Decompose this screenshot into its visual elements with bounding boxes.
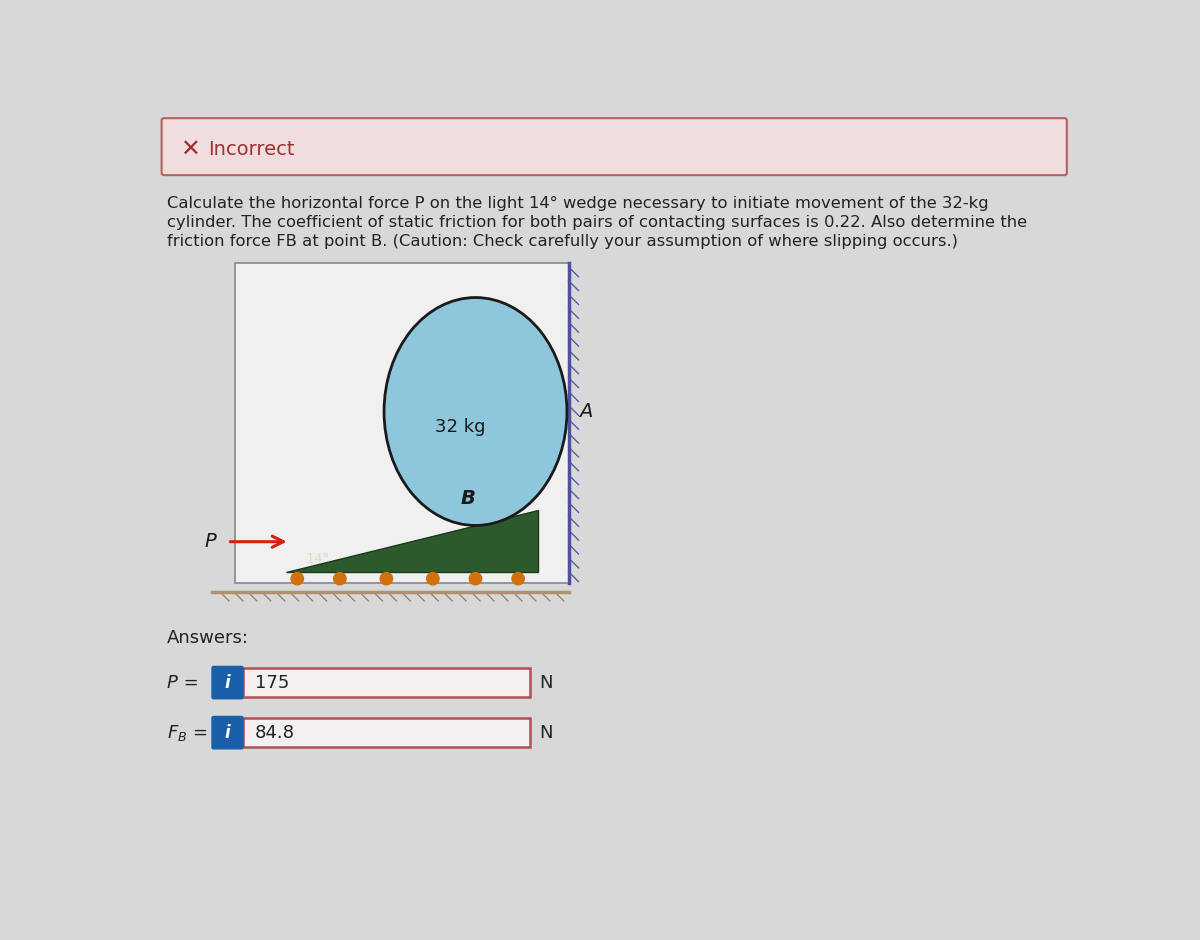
- Text: P: P: [204, 532, 216, 551]
- FancyBboxPatch shape: [242, 668, 529, 697]
- Circle shape: [469, 572, 481, 585]
- Text: 175: 175: [254, 674, 289, 692]
- Text: i: i: [224, 674, 230, 692]
- Text: 84.8: 84.8: [254, 724, 295, 742]
- Text: i: i: [224, 724, 230, 742]
- Text: $F_B$ =: $F_B$ =: [167, 723, 208, 743]
- Polygon shape: [286, 510, 538, 572]
- Text: A: A: [580, 402, 593, 421]
- FancyBboxPatch shape: [162, 118, 1067, 175]
- FancyBboxPatch shape: [235, 263, 569, 583]
- Text: P =: P =: [167, 674, 199, 692]
- FancyBboxPatch shape: [242, 718, 529, 747]
- FancyBboxPatch shape: [212, 716, 242, 749]
- Circle shape: [292, 572, 304, 585]
- Circle shape: [380, 572, 392, 585]
- FancyBboxPatch shape: [212, 666, 242, 698]
- Text: 32 kg: 32 kg: [434, 418, 485, 436]
- Text: Answers:: Answers:: [167, 629, 250, 647]
- Circle shape: [334, 572, 346, 585]
- Text: ✕: ✕: [180, 138, 200, 162]
- Text: Calculate the horizontal force P on the light 14° wedge necessary to initiate mo: Calculate the horizontal force P on the …: [167, 196, 989, 211]
- Circle shape: [512, 572, 524, 585]
- Ellipse shape: [384, 298, 566, 525]
- Text: 14°: 14°: [305, 552, 330, 566]
- Text: cylinder. The coefficient of static friction for both pairs of contacting surfac: cylinder. The coefficient of static fric…: [167, 215, 1027, 230]
- Circle shape: [427, 572, 439, 585]
- Text: friction force FB at point B. (Caution: Check carefully your assumption of where: friction force FB at point B. (Caution: …: [167, 234, 958, 249]
- Text: N: N: [539, 724, 552, 742]
- Text: B: B: [461, 489, 475, 508]
- Text: Incorrect: Incorrect: [208, 140, 295, 159]
- Text: N: N: [539, 674, 552, 692]
